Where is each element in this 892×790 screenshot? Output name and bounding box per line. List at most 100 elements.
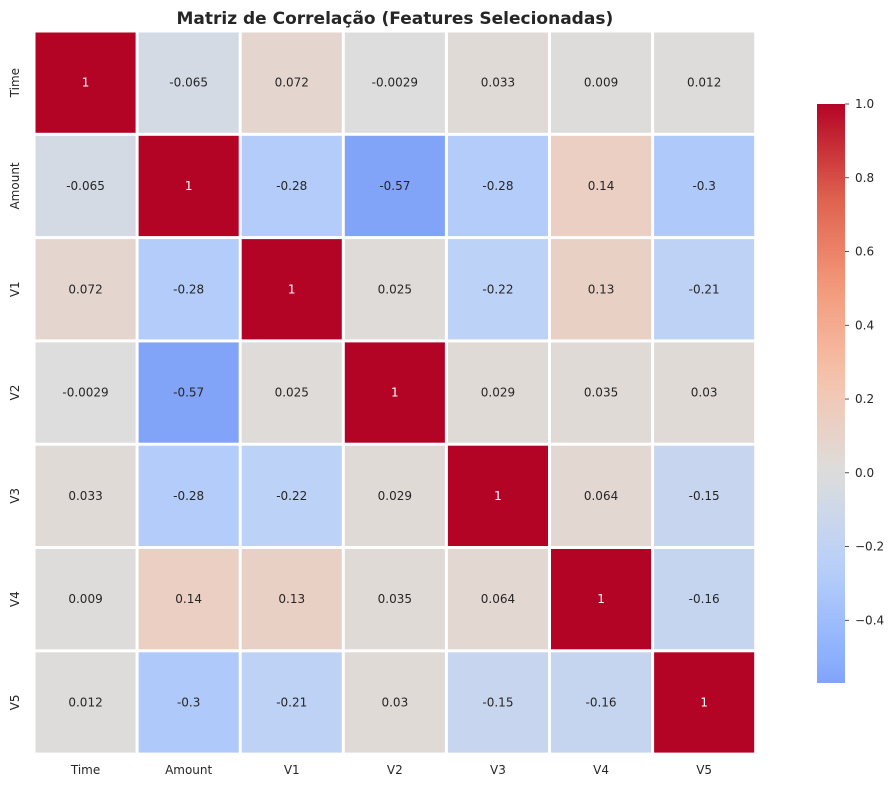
heatmap-cell [551,32,652,133]
colorbar-gradient [817,104,845,683]
cell-value-label: 0.064 [584,489,618,503]
heatmap-cells: 1 -0.065 0.072 -0.0029 0.033 0.009 0.012 -0.065… [35,32,755,753]
heatmap-cell [447,652,548,753]
cell-value-label: -0.21 [276,695,307,709]
x-tick-label: V4 [593,763,609,777]
cell-value-label: -0.28 [173,489,204,503]
heatmap-cell [344,652,445,753]
colorbar-tick-label: 1.0 [855,97,874,111]
cell-value-label: 0.029 [378,489,412,503]
cell-value-label: 0.033 [481,76,515,90]
colorbar-tick-label: 0.0 [855,466,874,480]
cell-value-label: -0.15 [689,489,720,503]
heatmap-cell [35,652,136,753]
heatmap-cell [344,342,445,443]
cell-value-label: -0.22 [276,489,307,503]
cell-value-label: 0.13 [588,282,615,296]
colorbar-tick-label: 0.4 [855,318,874,332]
y-tick-label: V3 [8,488,22,504]
cell-value-label: 0.012 [68,695,102,709]
heatmap-cell [241,135,342,237]
heatmap-cell [654,652,755,753]
colorbar-tick-label: −0.4 [855,613,884,627]
cell-value-label: -0.28 [173,282,204,296]
y-tick-label: Time [8,68,22,98]
cell-value-label: 0.029 [481,386,515,400]
heatmap-cell [241,32,342,133]
heatmap-cell [654,342,755,443]
heatmap-cell [447,445,548,546]
x-tick-label: V2 [387,763,403,777]
heatmap-cell [241,342,342,443]
heatmap-cell [344,549,445,650]
heatmap-cell [241,652,342,753]
colorbar-tick-label: 0.2 [855,392,874,406]
heatmap-cell [35,239,136,340]
cell-value-label: -0.0029 [372,76,418,90]
colorbar-tick-label: −0.2 [855,540,884,554]
heatmap-cell [35,549,136,650]
cell-value-label: 0.072 [275,76,309,90]
y-axis-tick-labels: Time Amount V1 V2 V3 V4 V5 [8,68,22,710]
cell-value-label: -0.0029 [62,386,108,400]
cell-value-label: -0.21 [689,282,720,296]
cell-value-label: -0.065 [66,179,105,193]
cell-value-label: 0.035 [378,592,412,606]
heatmap-cell [344,445,445,546]
cell-value-label: 0.064 [481,592,515,606]
colorbar: −0.4 −0.2 0.0 0.2 0.4 0.6 0.8 1.0 [817,97,884,683]
colorbar-tick-label: 0.8 [855,171,874,185]
y-tick-label: V4 [8,591,22,607]
cell-value-label: 1 [391,386,399,400]
chart-title: Matriz de Correlação (Features Seleciona… [176,9,613,29]
cell-value-label: -0.57 [173,386,204,400]
cell-value-label: -0.3 [692,179,715,193]
heatmap-cell [241,239,342,340]
x-tick-label: Amount [165,763,212,777]
cell-value-label: -0.16 [689,592,720,606]
x-tick-label: V3 [490,763,506,777]
cell-value-label: 0.14 [175,592,202,606]
cell-value-label: 0.033 [68,489,102,503]
heatmap-cell [35,135,136,237]
heatmap-cell [447,32,548,133]
cell-value-label: -0.065 [169,76,208,90]
heatmap-cell [35,342,136,443]
cell-value-label: 0.03 [381,695,408,709]
cell-value-label: 0.03 [691,386,718,400]
heatmap-cell [138,239,239,340]
x-tick-label: Time [70,763,100,777]
x-tick-label: V5 [696,763,712,777]
y-tick-label: V5 [8,695,22,711]
heatmap-cell [551,239,652,340]
heatmap-cell [241,549,342,650]
cell-value-label: 1 [700,695,708,709]
heatmap-cell [138,549,239,650]
heatmap-cell [447,549,548,650]
x-axis-tick-labels: Time Amount V1 V2 V3 V4 V5 [70,763,712,777]
heatmap-cell [344,32,445,133]
heatmap-cell [447,239,548,340]
cell-value-label: 1 [82,76,90,90]
heatmap-cell [138,32,239,133]
cell-value-label: 0.025 [275,386,309,400]
heatmap-cell [551,135,652,237]
heatmap-cell [654,239,755,340]
heatmap-cell [447,135,548,237]
y-tick-label: V1 [8,281,22,297]
heatmap-cell [35,32,136,133]
heatmap-cell [241,445,342,546]
heatmap-cell [551,549,652,650]
cell-value-label: -0.15 [482,695,513,709]
cell-value-label: -0.57 [379,179,410,193]
heatmap-cell [654,32,755,133]
cell-value-label: 0.009 [584,76,618,90]
heatmap-cell [138,342,239,443]
heatmap-cell [35,445,136,546]
cell-value-label: 0.035 [584,386,618,400]
cell-value-label: -0.3 [177,695,200,709]
y-tick-label: V2 [8,385,22,401]
heatmap-cell [344,239,445,340]
cell-value-label: 1 [185,179,193,193]
